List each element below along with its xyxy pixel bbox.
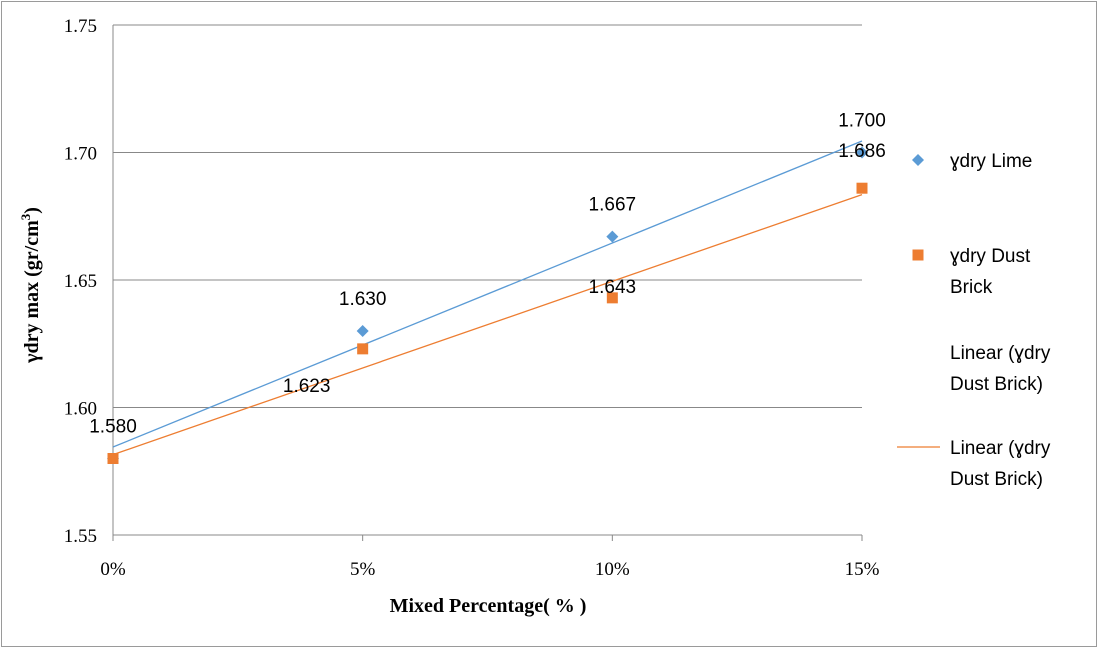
y-tick-label: 1.60 <box>64 399 97 420</box>
dust-brick-point <box>606 292 618 304</box>
y-tick-label: 1.70 <box>64 144 97 165</box>
x-tick-label: 15% <box>845 559 880 580</box>
axes <box>112 25 863 541</box>
dust-brick-point <box>856 182 868 194</box>
y-axis-title-superscript: 3 <box>18 213 33 220</box>
trendline-2 <box>112 193 863 456</box>
y-axis-title-main: γdry max (gr/cm <box>21 220 43 364</box>
dust-brick-data-label: 1.643 <box>589 277 637 298</box>
legend-symbol-square <box>912 249 924 261</box>
data-marks <box>107 146 868 465</box>
legend: ɣdry Lime ɣdry Dust Brick Linear (ɣdry Dust … <box>897 151 1051 490</box>
lime-data-label: 1.630 <box>339 289 387 310</box>
x-axis-title: Mixed Percentage( % ) <box>390 595 587 617</box>
grid-lines <box>113 24 862 408</box>
tick-labels: 1.55 1.60 1.65 1.70 1.75 0% 5% 10% 15% <box>64 16 880 580</box>
legend-entry-text: Dust Brick) <box>950 469 1043 490</box>
x-tick-label: 5% <box>350 559 376 580</box>
legend-entry-text: ɣdry Dust <box>950 246 1031 267</box>
lime-point <box>606 230 619 243</box>
x-tick-label: 0% <box>100 559 126 580</box>
dust-brick-data-label: 1.580 <box>89 417 137 438</box>
y-tick-label: 1.75 <box>64 16 97 37</box>
trendlines <box>112 140 863 456</box>
y-axis-title: γdry max (gr/cm3) <box>18 207 43 364</box>
dust-brick-point <box>107 453 119 464</box>
trendline-1 <box>112 140 863 448</box>
legend-entry-text: Dust Brick) <box>950 374 1043 395</box>
x-tick-label: 10% <box>595 559 630 580</box>
legend-entry-text: Linear (ɣdry <box>950 343 1051 364</box>
legend-entry-text: Brick <box>950 277 993 298</box>
legend-entry-text: ɣdry Lime <box>950 151 1032 172</box>
dust-brick-data-label: 1.686 <box>838 141 886 162</box>
dust-brick-point <box>357 343 369 355</box>
y-tick-label: 1.55 <box>64 526 97 547</box>
lime-point <box>856 146 868 159</box>
legend-symbol-diamond <box>912 154 924 166</box>
y-axis-title-close: ) <box>21 207 43 214</box>
y-tick-label: 1.65 <box>64 271 97 292</box>
legend-entry-text: Linear (ɣdry <box>950 438 1051 459</box>
lime-data-label: 1.667 <box>589 195 637 216</box>
data-labels: 1.630 1.667 1.700 1.580 1.623 1.643 1.686 <box>89 111 886 438</box>
lime-data-label: 1.700 <box>838 111 886 132</box>
dust-brick-data-label: 1.623 <box>283 376 331 397</box>
lime-point <box>356 325 369 337</box>
